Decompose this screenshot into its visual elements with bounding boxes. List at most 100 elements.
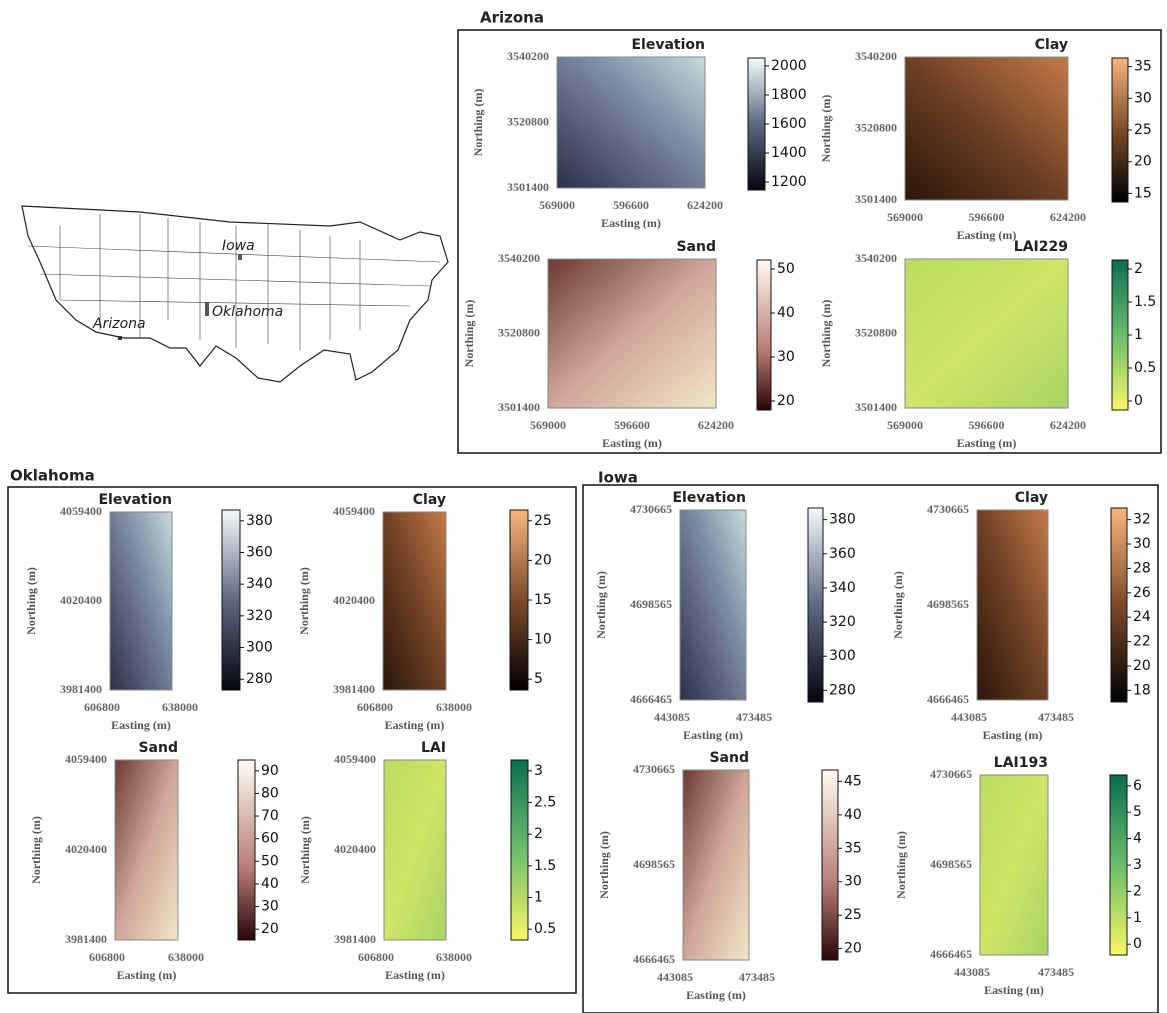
y-tick-label: 4059400 [60, 504, 102, 518]
colorbar-tick-label: 1 [534, 890, 543, 906]
y-tick-label: 3520800 [498, 325, 540, 339]
colorbar-tick-label: 15 [534, 592, 552, 608]
colorbar-tick-label: 32 [1133, 512, 1151, 528]
y-axis-label: Northing (m) [298, 816, 312, 884]
y-tick-label: 3501400 [855, 192, 897, 206]
x-axis-label: Easting (m) [686, 988, 746, 1002]
x-tick-label: 443085 [654, 710, 690, 724]
x-tick-label: 638000 [436, 950, 472, 964]
x-tick-label: 624200 [1050, 210, 1086, 224]
x-axis-label: Easting (m) [385, 718, 445, 732]
y-tick-label: 4666465 [630, 692, 672, 706]
y-tick-label: 4698565 [930, 857, 972, 871]
colorbar-tick-label: 2.5 [534, 794, 556, 810]
colorbar-tick-label: 25 [1134, 122, 1152, 138]
panel-title: Clay [413, 492, 446, 508]
panel-title: Sand [676, 239, 716, 255]
x-axis-label: Easting (m) [983, 728, 1043, 742]
y-tick-label: 3981400 [60, 682, 102, 696]
colorbar-tick-label: 50 [777, 261, 795, 277]
colorbar-tick-label: 22 [1133, 634, 1151, 650]
y-tick-label: 3981400 [65, 932, 107, 946]
colorbar-tick-label: 320 [246, 608, 273, 624]
y-tick-label: 4059400 [65, 752, 107, 766]
colorbar-tick-label: 35 [1134, 59, 1152, 75]
y-axis-label: Northing (m) [471, 89, 485, 157]
raster-image [977, 510, 1048, 700]
y-tick-label: 3501400 [507, 180, 549, 194]
y-tick-label: 3520800 [507, 114, 549, 128]
x-tick-label: 606800 [357, 700, 393, 714]
colorbar-tick-label: 40 [261, 876, 279, 892]
x-tick-label: 624200 [698, 418, 734, 432]
colorbar-tick-label: 26 [1133, 585, 1151, 601]
y-tick-label: 3501400 [855, 400, 897, 414]
y-tick-label: 4730665 [927, 502, 969, 516]
colorbar [238, 760, 255, 940]
x-axis-label: Easting (m) [111, 718, 171, 732]
x-tick-label: 638000 [168, 950, 204, 964]
y-tick-label: 4020400 [65, 842, 107, 856]
colorbar-tick-label: 60 [261, 831, 279, 847]
region-title: Oklahoma [10, 467, 95, 485]
x-tick-label: 569000 [539, 198, 575, 212]
oklahoma-site [205, 302, 209, 316]
x-tick-label: 596600 [969, 210, 1005, 224]
raster-image [383, 512, 446, 690]
y-tick-label: 4698565 [633, 857, 675, 871]
y-tick-label: 4059400 [333, 504, 375, 518]
colorbar-tick-label: 80 [261, 785, 279, 801]
colorbar-tick-label: 20 [1134, 154, 1152, 170]
y-tick-label: 4698565 [927, 597, 969, 611]
colorbar-tick-label: 20 [777, 393, 795, 409]
colorbar-tick-label: 1.5 [1134, 294, 1156, 310]
x-tick-label: 596600 [969, 418, 1005, 432]
y-tick-label: 3540200 [498, 251, 540, 265]
x-tick-label: 569000 [530, 418, 566, 432]
raster-image [905, 259, 1068, 408]
colorbar-tick-label: 25 [534, 513, 552, 529]
x-axis-label: Easting (m) [117, 968, 177, 982]
colorbar-tick-label: 45 [844, 773, 862, 789]
colorbar-tick-label: 5 [534, 671, 543, 687]
colorbar-tick-label: 2 [1133, 883, 1142, 899]
y-tick-label: 4698565 [630, 597, 672, 611]
panel-title: Elevation [98, 492, 172, 508]
x-axis-label: Easting (m) [385, 968, 445, 982]
colorbar-tick-label: 320 [829, 614, 856, 630]
y-tick-label: 3540200 [507, 49, 549, 63]
x-tick-label: 569000 [887, 418, 923, 432]
colorbar-tick-label: 30 [261, 899, 279, 915]
colorbar [1112, 260, 1128, 410]
x-tick-label: 473485 [1038, 965, 1074, 979]
colorbar-tick-label: 280 [829, 682, 856, 698]
y-axis-label: Northing (m) [894, 831, 908, 899]
panel-title: Sand [138, 740, 178, 756]
y-tick-label: 4730665 [930, 767, 972, 781]
colorbar-tick-label: 4 [1133, 831, 1142, 847]
y-axis-label: Northing (m) [891, 571, 905, 639]
y-axis-label: Northing (m) [819, 300, 833, 368]
colorbar-tick-label: 30 [844, 874, 862, 890]
y-tick-label: 3981400 [334, 932, 376, 946]
colorbar-tick-label: 50 [261, 853, 279, 869]
colorbar-tick-label: 28 [1133, 560, 1151, 576]
colorbar-tick-label: 30 [1133, 536, 1151, 552]
x-axis-label: Easting (m) [601, 216, 661, 230]
colorbar-tick-label: 90 [261, 763, 279, 779]
colorbar-tick-label: 380 [246, 513, 273, 529]
x-tick-label: 596600 [614, 418, 650, 432]
panel-title: Sand [709, 750, 749, 766]
colorbar-tick-label: 0 [1134, 393, 1143, 409]
panel-title: Elevation [672, 490, 746, 506]
y-tick-label: 4666465 [633, 952, 675, 966]
panel-title: Clay [1035, 37, 1068, 53]
y-axis-label: Northing (m) [29, 816, 43, 884]
y-axis-label: Northing (m) [594, 571, 608, 639]
x-tick-label: 473485 [739, 970, 775, 984]
colorbar-tick-label: 1 [1133, 910, 1142, 926]
colorbar-tick-label: 1200 [771, 174, 807, 190]
map-label: Oklahoma [212, 304, 283, 320]
x-tick-label: 569000 [887, 210, 923, 224]
colorbar-tick-label: 0 [1133, 936, 1142, 952]
